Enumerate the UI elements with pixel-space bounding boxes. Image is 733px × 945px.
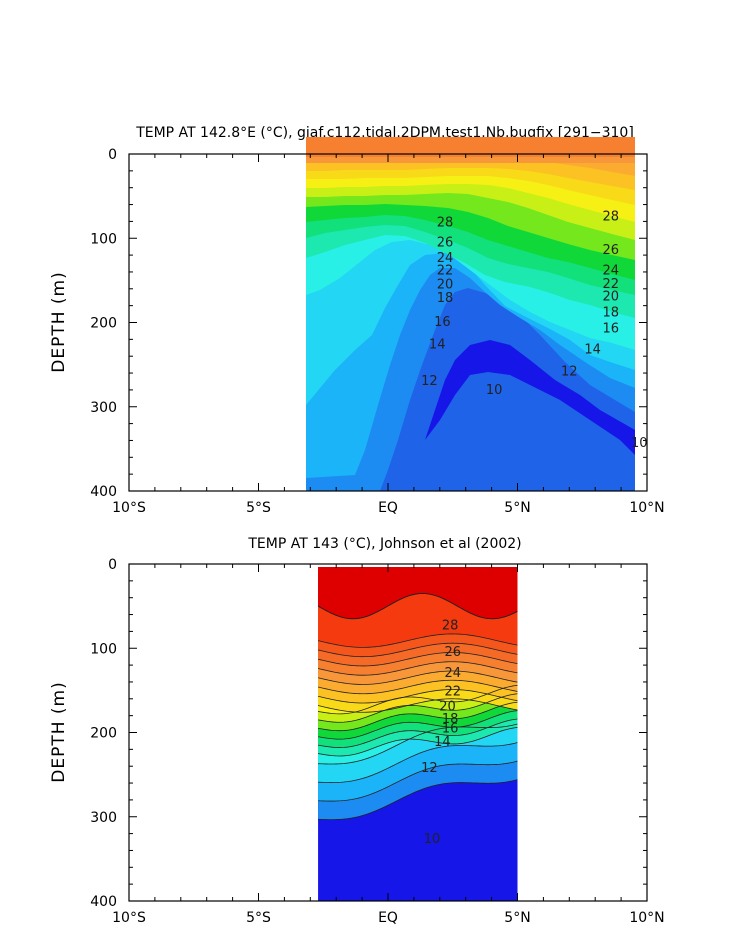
contour-label: 22 [602, 277, 619, 292]
x-tick-label: 5°S [246, 500, 271, 516]
panel-bottom-title: TEMP AT 143 (°C), Johnson et al (2002) [247, 536, 521, 552]
y-tick-label: 0 [108, 147, 117, 163]
contour-label: 16 [602, 322, 619, 337]
contour-label: 28 [442, 619, 459, 634]
isotherm-22 [317, 679, 518, 695]
x-tick-label: 10°N [629, 500, 664, 516]
isotherm-25 [317, 652, 518, 667]
y-tick-label: 0 [108, 557, 117, 573]
contour-label: 10 [424, 832, 441, 847]
x-tick-label: EQ [378, 910, 398, 926]
isotherm-17 [318, 701, 518, 732]
isotherm-21 [317, 689, 518, 704]
x-tick-label: 10°S [112, 500, 146, 516]
x-tick-label: 10°N [629, 910, 664, 926]
contour-label: 24 [444, 666, 461, 681]
isotherm-16 [318, 710, 518, 740]
warm-band-a [306, 157, 635, 163]
panel-bottom-y-label: DEPTH (m) [49, 681, 69, 782]
contour-label: 26 [602, 243, 619, 258]
isotherm-12 [318, 742, 518, 783]
contour-label: 28 [437, 215, 454, 230]
y-tick-label: 400 [90, 484, 117, 500]
isotherm-28 [317, 593, 518, 620]
contour-label: 12 [421, 374, 438, 389]
contour-label: 14 [434, 735, 451, 750]
isotherm-15 [318, 718, 518, 748]
isotherm-23 [317, 670, 518, 685]
x-tick-label: 5°S [246, 910, 271, 926]
x-tick-label: 10°S [112, 910, 146, 926]
contour-label: 28 [602, 210, 619, 225]
panel-top: TEMP AT 142.8°E (°C), giaf.c112.tidal.2D… [49, 125, 665, 516]
isotherm-27 [317, 633, 518, 648]
isotherm-24 [317, 661, 518, 676]
isotherm-19 [318, 684, 518, 715]
x-tick-label: 5°N [504, 910, 530, 926]
contour-label: 24 [602, 263, 619, 278]
y-tick-label: 100 [90, 231, 117, 247]
x-tick-label: EQ [378, 500, 398, 516]
contour-label: 26 [444, 645, 461, 660]
isotherm-10 [318, 779, 518, 821]
isotherm-20 [317, 698, 518, 713]
contour-label: 14 [584, 343, 601, 358]
band-29 [318, 567, 518, 619]
isotherm-14 [318, 727, 518, 757]
panel-bottom-ticks: 10°S 5°S EQ 5°N 10°N 0 100 200 300 400 [90, 557, 664, 926]
contour-label: 20 [602, 290, 619, 305]
contour-label: 20 [439, 700, 456, 715]
contour-label: 20 [437, 278, 454, 293]
contour-label: 18 [437, 291, 454, 306]
temperature-field-bottom [317, 567, 518, 901]
y-tick-label: 100 [90, 641, 117, 657]
contour-label: 16 [442, 721, 459, 736]
isotherm-26 [317, 642, 518, 658]
panel-top-ticks: 10°S 5°S EQ 5°N 10°N 0 100 200 300 400 [90, 147, 664, 516]
contour-label: 14 [429, 338, 446, 353]
contour-label: 10 [631, 436, 648, 451]
isotherm-18 [318, 693, 518, 723]
contour-label: 12 [421, 761, 438, 776]
panel-bottom: TEMP AT 143 (°C), Johnson et al (2002) D… [49, 536, 665, 926]
contour-label: 22 [437, 263, 454, 278]
isotherm-11 [318, 760, 518, 802]
contour-label: 10 [486, 383, 503, 398]
contour-label: 18 [442, 712, 459, 727]
temperature-field-top [306, 137, 635, 491]
y-tick-label: 200 [90, 726, 117, 742]
y-tick-label: 400 [90, 894, 117, 910]
contour-label: 18 [602, 306, 619, 321]
band-22 [306, 157, 635, 190]
contour-label: 26 [437, 236, 454, 251]
panel-top-y-label: DEPTH (m) [49, 271, 69, 372]
x-tick-label: 5°N [504, 500, 530, 516]
isotherm-13 [318, 723, 518, 765]
band-25b [306, 137, 635, 157]
contour-label: 24 [437, 251, 454, 266]
y-tick-label: 300 [90, 400, 117, 416]
temperature-warm-layer-top [306, 157, 635, 163]
contour-label: 12 [561, 365, 578, 380]
contour-label: 16 [434, 315, 451, 330]
contour-label: 22 [444, 684, 461, 699]
y-tick-label: 300 [90, 810, 117, 826]
y-tick-label: 200 [90, 316, 117, 332]
